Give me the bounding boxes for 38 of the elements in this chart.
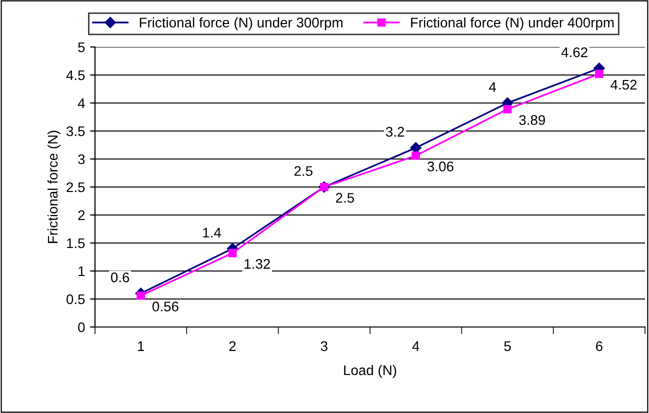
x-tick-label: 1	[138, 341, 144, 351]
y-tick-label: 1.5	[67, 238, 85, 248]
data-label: 4	[488, 82, 496, 92]
y-tick-label: 0.5	[66, 294, 85, 304]
y-tick-label: 3.5	[66, 126, 85, 136]
data-label: 3.89	[519, 115, 545, 125]
y-tick-label: 2.5	[66, 182, 85, 192]
y-tick-label: 5	[78, 42, 85, 52]
x-axis-title: Load (N)	[344, 364, 396, 378]
legend-label: Frictional force (N) under 300rpm	[140, 17, 342, 30]
point	[228, 248, 237, 258]
y-axis-title: Frictional force (N)	[47, 130, 60, 243]
point	[595, 70, 604, 78]
x-tick-label: 4	[412, 341, 420, 351]
point	[503, 104, 512, 114]
point	[412, 151, 420, 160]
x-tick-label: 6	[596, 341, 602, 352]
data-label: 4.62	[561, 47, 588, 58]
y-tick-label: 4.5	[66, 70, 85, 80]
data-label: 3.2	[386, 126, 404, 137]
data-label: 3.06	[427, 162, 454, 172]
data-label: 0.56	[152, 302, 178, 312]
x-tick-label: 3	[320, 341, 328, 352]
y-tick-label: 0	[78, 322, 85, 332]
data-label: 1.32	[244, 259, 270, 269]
data-label: 0.6	[110, 272, 130, 282]
x-tick-label: 5	[504, 341, 511, 352]
data-label: 1.4	[203, 228, 221, 238]
point	[136, 291, 145, 300]
legend-label: Frictional force (N) under 400rpm	[411, 17, 614, 30]
data-label: 2.5	[294, 166, 312, 176]
y-tick-label: 3	[78, 154, 85, 164]
data-label: 4.52	[610, 80, 637, 90]
y-tick-label: 4	[78, 98, 85, 108]
y-tick-label: 1	[78, 266, 85, 276]
data-label: 2.5	[336, 192, 354, 203]
y-tick-label: 2	[78, 210, 85, 220]
x-tick-label: 2	[229, 341, 236, 351]
